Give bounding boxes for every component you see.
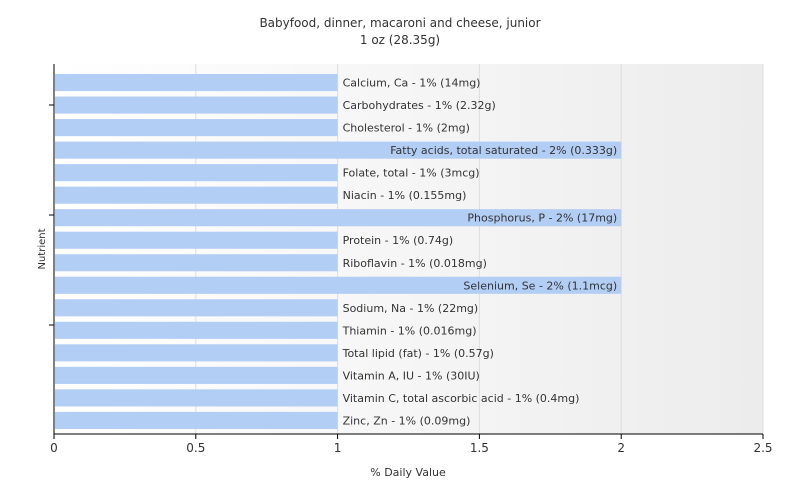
axes (53, 64, 763, 435)
bar-group: Riboflavin - 1% (0.018mg) (55, 254, 487, 272)
bar (55, 321, 338, 339)
bar-group: Cholesterol - 1% (2mg) (55, 119, 470, 137)
x-tick-label: 2.5 (753, 441, 772, 455)
bar-group: Carbohydrates - 1% (2.32g) (55, 96, 496, 114)
bar-label: Phosphorus, P - 2% (17mg) (467, 212, 617, 225)
bar (55, 119, 338, 137)
x-tick-label: 0 (50, 441, 58, 455)
bar-group: Phosphorus, P - 2% (17mg) (55, 209, 622, 227)
bar (55, 96, 338, 114)
x-tick-label: 1.5 (470, 441, 489, 455)
bar-group: Folate, total - 1% (3mcg) (55, 164, 480, 182)
bar (55, 366, 338, 384)
bar-label: Carbohydrates - 1% (2.32g) (343, 99, 496, 112)
bar (55, 344, 338, 362)
bar-group: Vitamin A, IU - 1% (30IU) (55, 366, 480, 384)
bar-group: Fatty acids, total saturated - 2% (0.333… (55, 141, 622, 159)
bar-label: Thiamin - 1% (0.016mg) (342, 324, 477, 337)
chart-subtitle: 1 oz (28.35g) (360, 33, 440, 47)
bar-group: Niacin - 1% (0.155mg) (55, 186, 467, 204)
bars: Calcium, Ca - 1% (14mg) Carbohydrates - 1… (55, 74, 622, 429)
bar-label: Folate, total - 1% (3mcg) (343, 167, 480, 180)
bar-label: Total lipid (fat) - 1% (0.57g) (342, 347, 494, 360)
bar (55, 299, 338, 317)
bar (55, 209, 622, 227)
bar (55, 254, 338, 272)
bar-label: Sodium, Na - 1% (22mg) (343, 302, 479, 315)
y-axis-label: Nutrient (37, 228, 48, 269)
bar (55, 186, 338, 204)
bar-label: Calcium, Ca - 1% (14mg) (343, 77, 481, 90)
bar-group: Calcium, Ca - 1% (14mg) (55, 74, 481, 92)
chart-title: Babyfood, dinner, macaroni and cheese, j… (259, 16, 540, 30)
bar-group: Total lipid (fat) - 1% (0.57g) (55, 344, 494, 362)
x-tick-label: 2 (617, 441, 625, 455)
bar-label: Protein - 1% (0.74g) (343, 234, 454, 247)
bar (55, 389, 338, 407)
bar (55, 141, 622, 159)
bar (55, 276, 622, 294)
bar (55, 411, 338, 429)
x-axis-label: % Daily Value (370, 466, 446, 479)
bar-group: Sodium, Na - 1% (22mg) (55, 299, 479, 317)
x-tick-label: 0.5 (186, 441, 205, 455)
bar-label: Zinc, Zn - 1% (0.09mg) (343, 414, 471, 427)
bar-label: Selenium, Se - 2% (1.1mcg) (463, 279, 617, 292)
bar-label: Vitamin A, IU - 1% (30IU) (343, 369, 480, 382)
bar-group: Vitamin C, total ascorbic acid - 1% (0.4… (55, 389, 580, 407)
bar (55, 164, 338, 182)
bar-group: Zinc, Zn - 1% (0.09mg) (55, 411, 471, 429)
bar (55, 74, 338, 92)
bar-group: Selenium, Se - 2% (1.1mcg) (55, 276, 622, 294)
bar-group: Thiamin - 1% (0.016mg) (55, 321, 477, 339)
bar-label: Cholesterol - 1% (2mg) (343, 122, 470, 135)
bar-group: Protein - 1% (0.74g) (55, 231, 454, 249)
x-tick-label: 1 (334, 441, 342, 455)
bar-label: Vitamin C, total ascorbic acid - 1% (0.4… (343, 392, 580, 405)
bar-label: Riboflavin - 1% (0.018mg) (343, 257, 487, 270)
bar-label: Niacin - 1% (0.155mg) (343, 189, 467, 202)
bar-label: Fatty acids, total saturated - 2% (0.333… (390, 144, 617, 157)
bar (55, 231, 338, 249)
x-ticks: 0 0.5 1 1.5 2 2.5 (49, 104, 773, 455)
